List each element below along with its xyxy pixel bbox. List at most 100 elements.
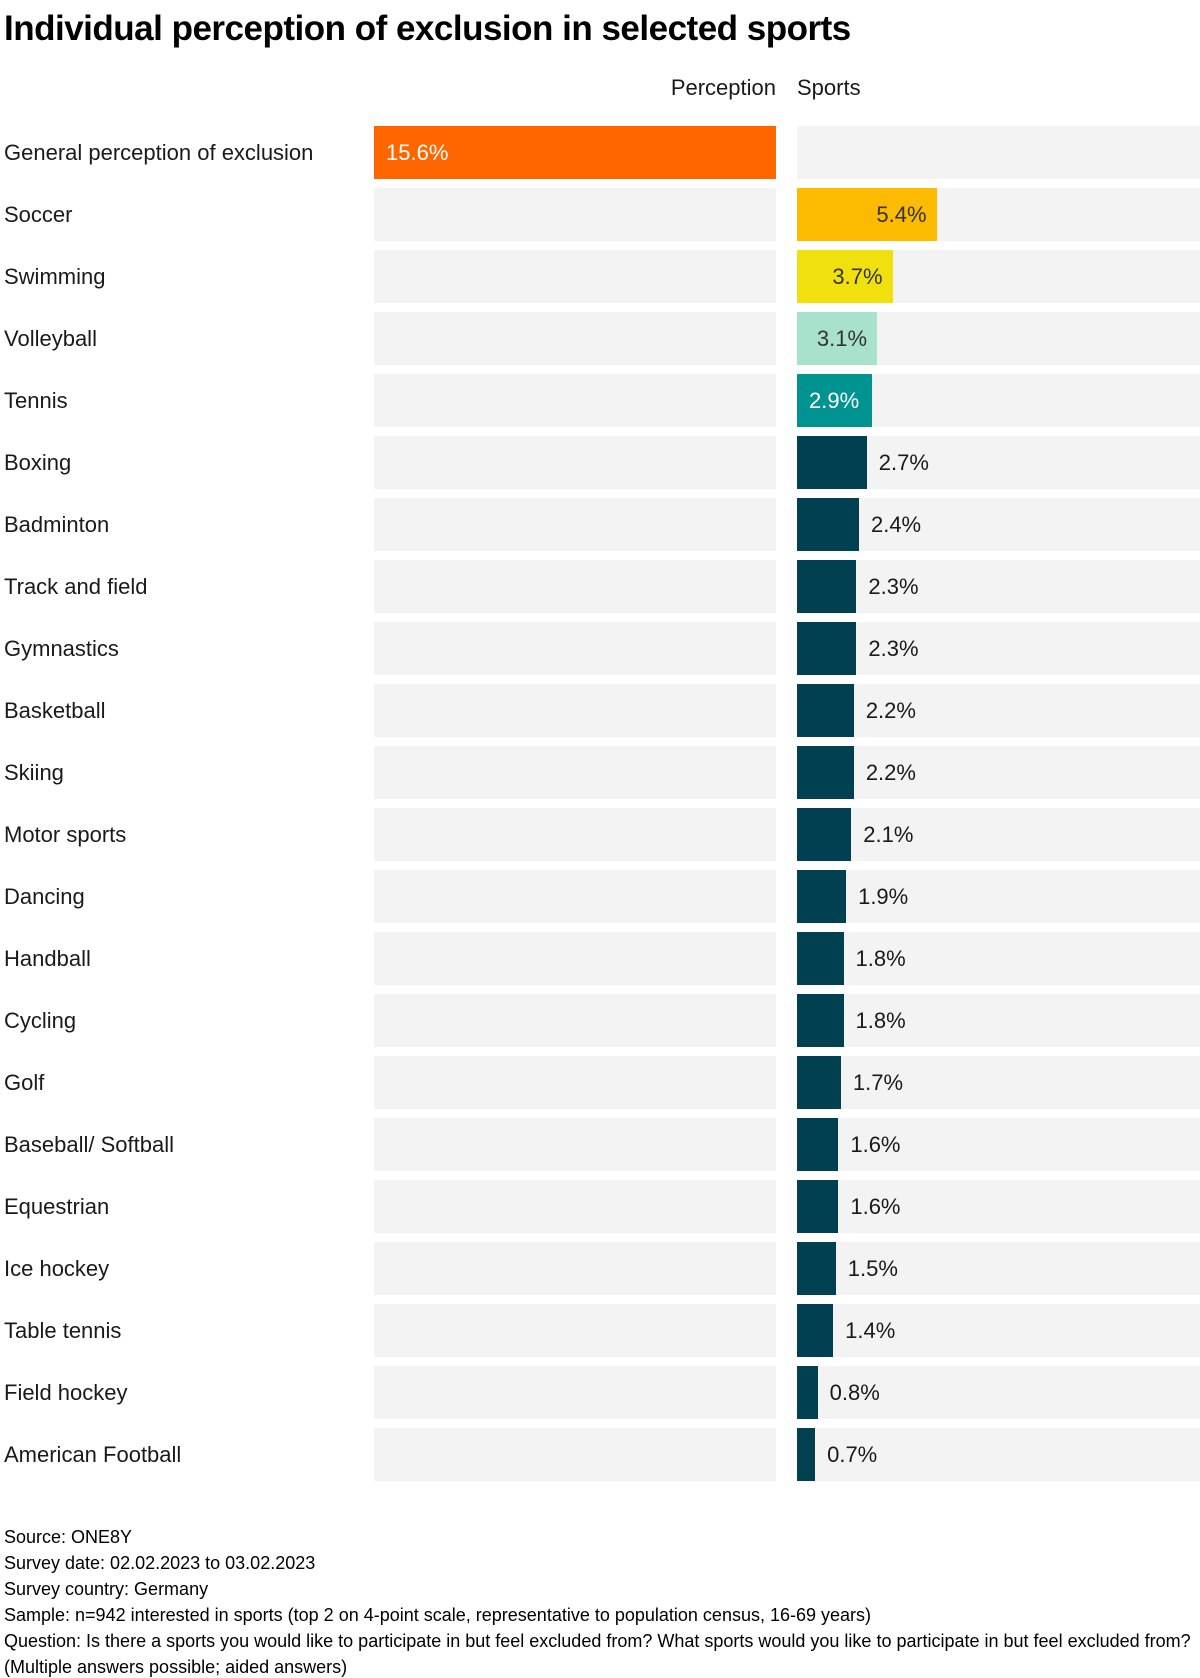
row-label: Equestrian xyxy=(4,1193,110,1219)
footer-survey-country: Survey country: Germany xyxy=(4,1579,209,1599)
row-label: Track and field xyxy=(4,573,148,599)
value-bar xyxy=(797,1304,834,1357)
perception-track: 15.6% xyxy=(374,126,776,179)
footer-sample: Sample: n=942 interested in sports (top … xyxy=(4,1605,872,1625)
table-row: Golf 1.7% xyxy=(0,1056,1200,1109)
sports-track: 2.2% xyxy=(797,684,1200,737)
sports-track: 1.6% xyxy=(797,1118,1200,1171)
sports-track: 1.9% xyxy=(797,870,1200,923)
perception-track xyxy=(374,932,776,985)
bar-value-label: 2.4% xyxy=(870,511,922,537)
row-label: Cycling xyxy=(4,1007,77,1033)
bar-value-label: 0.8% xyxy=(829,1379,880,1405)
value-bar xyxy=(797,870,847,923)
sports-track: 2.9% xyxy=(797,374,1200,427)
value-bar xyxy=(797,560,857,613)
row-label: American Football xyxy=(4,1441,182,1467)
bar-value-label: 2.7% xyxy=(878,449,929,475)
bar-value-label: 1.9% xyxy=(858,883,909,909)
row-label: Skiing xyxy=(4,759,64,785)
row-label: Dancing xyxy=(4,883,85,909)
row-label: General perception of exclusion xyxy=(4,139,314,165)
table-row: Tennis 2.9% xyxy=(0,374,1200,427)
perception-track xyxy=(374,498,776,551)
perception-track xyxy=(374,560,776,613)
sports-track: 1.8% xyxy=(797,994,1200,1047)
value-bar: 2.9% xyxy=(797,374,872,427)
perception-track xyxy=(374,1304,776,1357)
bar-value-label: 1.6% xyxy=(850,1193,901,1219)
table-row: Field hockey 0.8% xyxy=(0,1366,1200,1419)
value-bar xyxy=(797,1428,816,1481)
table-row: Baseball/ Softball 1.6% xyxy=(0,1118,1200,1171)
row-label: Motor sports xyxy=(4,821,127,847)
table-row: Gymnastics 2.3% xyxy=(0,622,1200,675)
table-row: Handball 1.8% xyxy=(0,932,1200,985)
value-bar xyxy=(797,1366,818,1419)
bar-value-label: 1.8% xyxy=(855,945,906,971)
sports-track: 2.2% xyxy=(797,746,1200,799)
table-row: Soccer 5.4% xyxy=(0,188,1200,241)
value-bar: 15.6% xyxy=(374,126,776,179)
sports-track: 0.7% xyxy=(797,1428,1200,1481)
table-row: General perception of exclusion 15.6% xyxy=(0,126,1200,179)
table-row: Track and field 2.3% xyxy=(0,560,1200,613)
perception-track xyxy=(374,374,776,427)
perception-track xyxy=(374,1428,776,1481)
row-label: Gymnastics xyxy=(4,635,119,661)
bar-value-label: 0.7% xyxy=(827,1441,878,1467)
sports-track: 1.5% xyxy=(797,1242,1200,1295)
row-label: Boxing xyxy=(4,449,72,475)
sports-track xyxy=(797,126,1200,179)
value-bar xyxy=(797,1180,839,1233)
row-label: Handball xyxy=(4,945,91,971)
sports-track: 2.7% xyxy=(797,436,1200,489)
table-row: Volleyball 3.1% xyxy=(0,312,1200,365)
value-bar xyxy=(797,746,854,799)
column-header-sports: Sports xyxy=(797,75,861,100)
value-bar xyxy=(797,498,859,551)
value-bar xyxy=(797,622,857,675)
bar-value-label: 5.4% xyxy=(876,201,927,227)
chart-rows: General perception of exclusion 15.6% So… xyxy=(0,126,1200,1481)
perception-track xyxy=(374,436,776,489)
table-row: Skiing 2.2% xyxy=(0,746,1200,799)
perception-track xyxy=(374,250,776,303)
perception-track xyxy=(374,1180,776,1233)
row-label: Golf xyxy=(4,1069,45,1095)
bar-value-label: 3.7% xyxy=(832,263,883,289)
perception-track xyxy=(374,1056,776,1109)
table-row: Boxing 2.7% xyxy=(0,436,1200,489)
table-row: Table tennis 1.4% xyxy=(0,1304,1200,1357)
value-bar xyxy=(797,1242,836,1295)
bar-value-label: 2.3% xyxy=(868,635,919,661)
bar-value-label: 2.9% xyxy=(809,387,860,413)
footer-question: Question: Is there a sports you would li… xyxy=(4,1631,1191,1677)
perception-track xyxy=(374,870,776,923)
value-bar xyxy=(797,808,852,861)
table-row: Swimming 3.7% xyxy=(0,250,1200,303)
sports-track: 5.4% xyxy=(797,188,1200,241)
sports-track: 3.1% xyxy=(797,312,1200,365)
bar-value-label: 1.7% xyxy=(852,1069,904,1095)
bar-value-label: 1.4% xyxy=(845,1317,896,1343)
table-row: Basketball 2.2% xyxy=(0,684,1200,737)
bar-value-label: 3.1% xyxy=(816,325,868,351)
row-label: Ice hockey xyxy=(4,1255,110,1281)
footer-survey-date: Survey date: 02.02.2023 to 03.02.2023 xyxy=(4,1553,316,1573)
perception-track xyxy=(374,622,776,675)
value-bar xyxy=(797,932,844,985)
value-bar xyxy=(797,1056,841,1109)
sports-track: 1.8% xyxy=(797,932,1200,985)
bar-value-label: 15.6% xyxy=(386,139,449,165)
chart-footer: Source: ONE8Y Survey date: 02.02.2023 to… xyxy=(0,1524,1200,1678)
page-title: Individual perception of exclusion in se… xyxy=(4,9,851,48)
value-bar: 3.1% xyxy=(797,312,878,365)
perception-track xyxy=(374,746,776,799)
table-row: Equestrian 1.6% xyxy=(0,1180,1200,1233)
table-row: Motor sports 2.1% xyxy=(0,808,1200,861)
value-bar xyxy=(797,1118,839,1171)
row-label: Volleyball xyxy=(4,325,97,351)
row-label: Field hockey xyxy=(4,1379,128,1405)
sports-track: 2.3% xyxy=(797,622,1200,675)
